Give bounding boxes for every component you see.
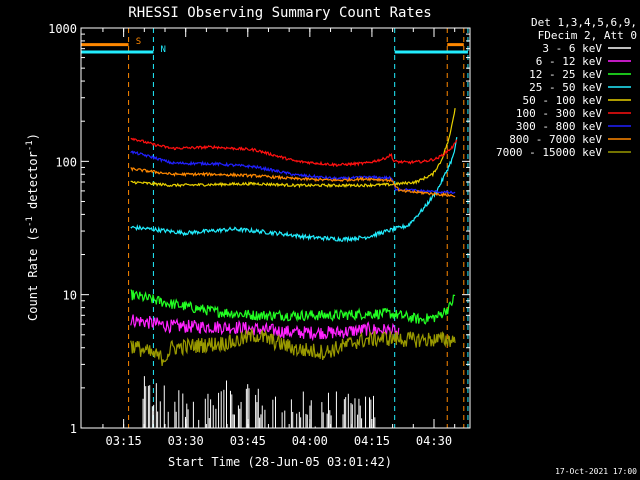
legend-entry: 300 - 800 keV [516,120,631,133]
series-5 [130,108,456,189]
series-line [130,314,400,342]
legend-label: 3 - 6 keV [542,42,602,55]
series-line [130,328,456,366]
legend-header-line-1: Det 1,3,4,5,6,9, [531,16,637,29]
y-axis-label-part: detector [26,151,40,216]
legend-label: 25 - 50 keV [529,81,602,94]
y-tick-label: 10 [63,289,77,303]
legend-label: 100 - 300 keV [516,107,602,120]
y-axis-label-part: ) [26,133,40,140]
legend-label: 800 - 7000 keV [509,133,602,146]
legend-entry: 12 - 25 keV [529,68,631,81]
series-4 [130,137,458,244]
x-tick-label: 03:15 [106,434,142,448]
y-axis-label-exponent: -1 [25,140,35,151]
series-2 [130,314,400,342]
x-axis-label: Start Time (28-Jun-05 03:01:42) [168,455,392,469]
legend-entry: 7000 - 15000 keV [496,146,631,159]
series-line [130,137,458,244]
legend-entry: 6 - 12 keV [536,55,631,68]
legend-label: 12 - 25 keV [529,68,602,81]
interval-annotation: S [136,37,141,47]
x-tick-label: 04:15 [354,434,390,448]
legend-entry: 100 - 300 keV [516,107,631,120]
y-axis-label-part: Count Rate (s [26,227,40,321]
footer-timestamp: 17-Oct-2021 17:00 [555,467,637,476]
y-axis-label: Count Rate (s-1 detector-1) [25,133,40,321]
legend-header-line-2: FDecim 2, Att 0 [538,29,637,42]
series-3 [130,289,456,325]
chart-title: RHESSI Observing Summary Count Rates [128,5,431,21]
series-line [130,167,456,198]
legend-entry: 25 - 50 keV [529,81,631,94]
plot-area: SN [81,28,469,428]
legend-label: 50 - 100 keV [523,94,603,107]
legend-label: 7000 - 15000 keV [496,146,602,159]
x-tick-label: 03:30 [168,434,204,448]
y-tick-label: 1000 [48,22,77,36]
series-line [130,289,456,325]
legend-entry: 800 - 7000 keV [509,133,631,146]
series-line [130,108,456,189]
interval-annotation: N [161,45,166,55]
x-tick-label: 03:45 [230,434,266,448]
legend-entry: 3 - 6 keV [542,42,631,55]
series-1 [142,376,376,428]
x-tick-label: 04:30 [416,434,452,448]
legend-entry: 50 - 100 keV [523,94,631,107]
series-line [130,137,458,168]
y-axis-label-exponent: -1 [25,216,35,227]
y-tick-label: 100 [55,155,77,169]
y-tick-label: 1 [70,422,77,436]
axes: 1 10 100 1000 03:15 03:30 03:45 04:00 04:15 04:30 [48,22,471,448]
series-8 [130,167,456,198]
series-9 [130,328,456,366]
plot-frame [80,27,471,429]
plot-inner [81,28,469,428]
legend-label: 6 - 12 keV [536,55,603,68]
legend-label: 300 - 800 keV [516,120,602,133]
series-6 [130,137,458,168]
x-tick-label: 04:00 [292,434,328,448]
legend-header: Det 1,3,4,5,6,9, FDecim 2, Att 0 [531,16,637,42]
